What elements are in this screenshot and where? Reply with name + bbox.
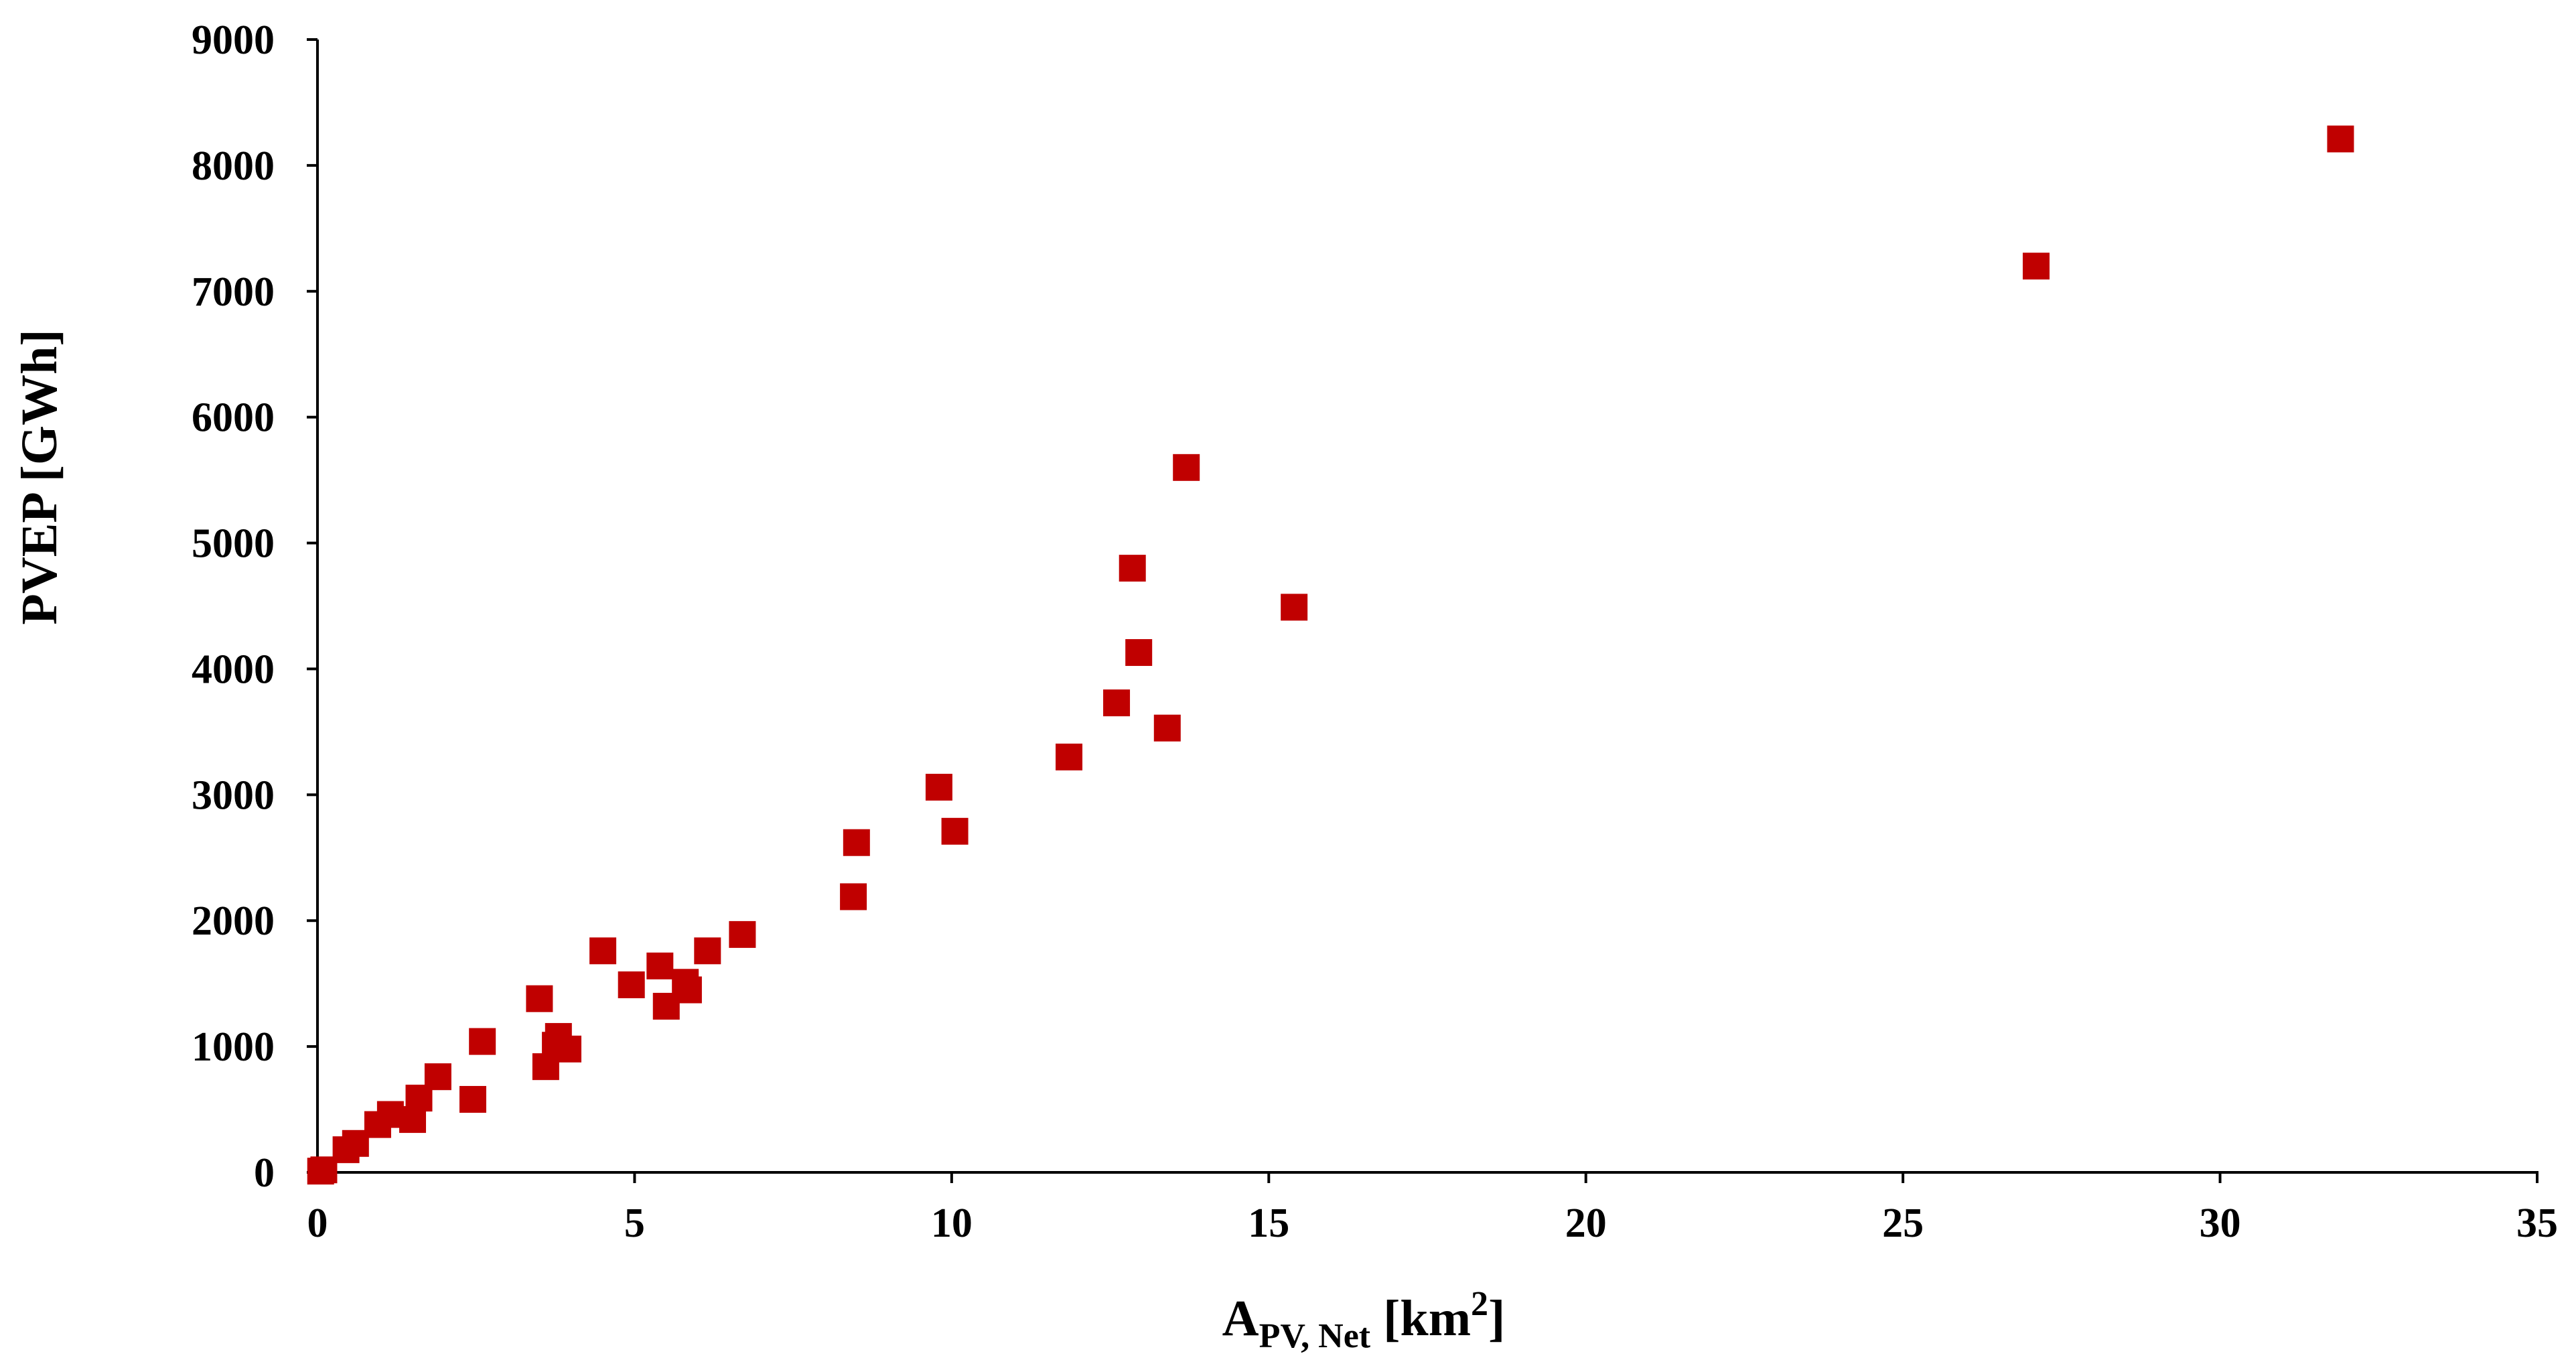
y-tick-label: 8000 [192, 143, 275, 189]
y-tick-label: 0 [254, 1150, 275, 1196]
y-tick-label: 2000 [192, 898, 275, 944]
x-tick-label: 5 [624, 1201, 645, 1246]
x-axis-title-close: ] [1488, 1290, 1505, 1347]
plot-area: 0 1000 2000 3000 4000 5000 6000 7000 8000 9000 0 5… [192, 17, 2558, 1246]
y-tick-label: 9000 [192, 17, 275, 63]
data-point [526, 985, 553, 1012]
data-point [1173, 454, 1200, 481]
data-point [646, 952, 674, 979]
x-tick-label: 20 [1565, 1201, 1607, 1246]
data-point [1103, 689, 1131, 717]
data-point [469, 1028, 496, 1055]
data-point [459, 1086, 486, 1113]
data-point [1281, 594, 1308, 621]
x-tick-label: 10 [931, 1201, 973, 1246]
y-axis-title: PVEP [GWh] [11, 329, 68, 624]
x-tick-label: 25 [1882, 1201, 1924, 1246]
data-markers [307, 125, 2354, 1185]
data-point [941, 817, 969, 845]
data-point [1056, 743, 1083, 770]
x-axis-title: APV, Net [km2] [1222, 1285, 1506, 1355]
y-tick-label: 1000 [192, 1024, 275, 1070]
x-axis-title-main: A [1222, 1290, 1259, 1347]
data-point [2022, 253, 2050, 280]
x-tick-label: 35 [2516, 1201, 2558, 1246]
y-axis-ticks: 0 1000 2000 3000 4000 5000 6000 7000 8000 9000 [192, 17, 317, 1196]
data-point [729, 920, 756, 948]
data-point [618, 971, 645, 999]
data-point [555, 1035, 582, 1063]
x-tick-label: 0 [307, 1201, 328, 1246]
y-tick-label: 6000 [192, 395, 275, 441]
data-point [694, 937, 721, 965]
data-point [1153, 714, 1181, 742]
data-point [1119, 555, 1146, 582]
data-point [424, 1063, 451, 1091]
x-tick-label: 30 [2200, 1201, 2241, 1246]
data-point [589, 937, 617, 965]
y-tick-label: 5000 [192, 521, 275, 567]
x-axis-title-superscript: 2 [1471, 1285, 1488, 1323]
x-axis-ticks: 0 5 10 15 20 25 30 35 [307, 1172, 2558, 1246]
y-tick-label: 7000 [192, 269, 275, 315]
x-axis-title-unit: [km [1370, 1290, 1471, 1347]
data-point [1125, 639, 1153, 667]
y-tick-label: 4000 [192, 646, 275, 692]
data-point [840, 883, 867, 910]
data-point [843, 829, 870, 856]
x-tick-label: 15 [1248, 1201, 1289, 1246]
y-tick-label: 3000 [192, 772, 275, 818]
x-axis-title-subscript: PV, Net [1259, 1317, 1371, 1355]
data-point [2327, 125, 2354, 153]
data-point [674, 976, 702, 1004]
data-point [925, 774, 952, 801]
